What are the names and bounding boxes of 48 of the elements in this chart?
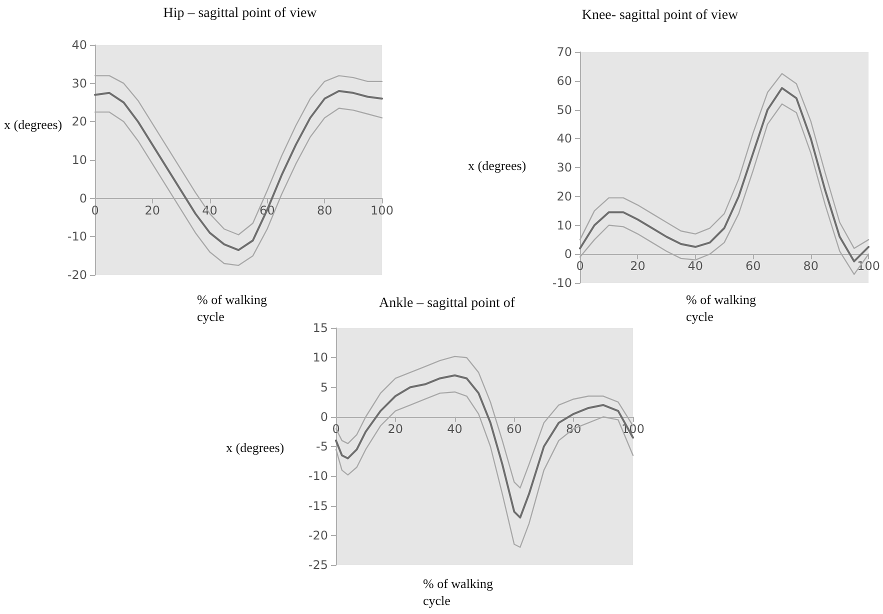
y-tick-label: 0 [79, 191, 87, 206]
x-tick-label: 60 [745, 259, 761, 274]
y-tick-label: -10 [67, 230, 87, 244]
x-tick-label: 100 [857, 259, 880, 274]
y-tick-label: 10 [312, 350, 328, 365]
y-axis-title: x (degrees) [468, 158, 526, 174]
y-tick-label: -20 [308, 528, 328, 542]
x-tick-label: 20 [144, 203, 160, 218]
y-axis-title: x (degrees) [226, 440, 284, 456]
x-tick-label: 0 [91, 203, 99, 218]
chart-title: Hip – sagittal point of view [163, 6, 317, 22]
y-tick-label: -5 [316, 440, 328, 454]
x-tick-label: 0 [576, 259, 584, 274]
y-tick-label: 70 [556, 45, 572, 59]
y-tick-label: 5 [320, 380, 328, 394]
x-tick-label: 100 [370, 203, 394, 218]
x-tick-label: 40 [688, 259, 704, 274]
x-axis-title: % of walking cycle [197, 291, 268, 325]
y-tick-label: 15 [312, 321, 328, 335]
y-tick-label: 30 [556, 160, 572, 174]
y-tick-label: -10 [308, 469, 328, 484]
y-tick-label: 50 [556, 102, 572, 117]
y-tick-label: 20 [72, 114, 87, 129]
y-tick-label: -15 [308, 498, 328, 513]
y-tick-label: 10 [556, 218, 572, 232]
x-tick-label: 20 [388, 422, 404, 436]
y-tick-label: 30 [72, 76, 87, 90]
x-tick-label: 0 [332, 422, 340, 436]
x-tick-label: 60 [506, 422, 522, 436]
y-tick-label: 20 [556, 189, 572, 204]
y-axis-title: x (degrees) [4, 117, 62, 133]
y-tick-label: 0 [564, 247, 572, 262]
chart-title: Ankle – sagittal point of [378, 296, 516, 312]
x-tick-label: 80 [803, 259, 818, 274]
y-tick-label: 60 [556, 74, 572, 88]
x-tick-label: 80 [316, 203, 332, 218]
y-tick-label: 0 [320, 410, 328, 424]
x-tick-label: 40 [447, 422, 462, 436]
y-tick-label: 40 [72, 38, 87, 52]
y-tick-label: 40 [556, 132, 572, 146]
x-axis-title: % of walking cycle [686, 291, 758, 325]
y-tick-label: -10 [552, 276, 572, 290]
y-tick-label: -20 [67, 268, 87, 282]
y-tick-label: 10 [72, 153, 87, 167]
y-tick-label: -25 [308, 558, 328, 572]
x-axis-title: % of walking cycle [423, 575, 494, 609]
x-tick-label: 20 [630, 259, 646, 274]
chart-title: Knee- sagittal point of view [582, 8, 738, 24]
